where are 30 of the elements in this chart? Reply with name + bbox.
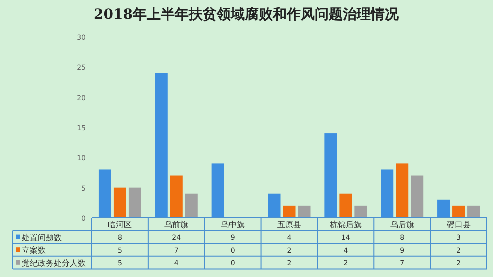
x-tick-label: 磴口县: [446, 220, 471, 230]
bar: [155, 73, 168, 218]
bar: [324, 134, 338, 218]
bar: [396, 164, 409, 218]
x-tick-label: 临河区: [108, 220, 132, 230]
bar: [354, 206, 368, 218]
bar: [381, 170, 394, 218]
bar: [283, 206, 296, 218]
bar: [411, 176, 424, 218]
bar: [340, 194, 352, 218]
x-tick-label: 杭锦后旗: [328, 220, 362, 230]
legend-label: 党纪政务处分人数: [22, 258, 86, 268]
bar: [212, 164, 224, 218]
bar: [298, 206, 311, 218]
bar: [185, 194, 198, 218]
x-tick-label: 乌前旗: [164, 220, 189, 230]
bar: [268, 194, 281, 218]
bar: [98, 170, 112, 218]
bar: [114, 188, 126, 218]
x-tick-label: 五原县: [278, 220, 302, 230]
x-tick-label: 乌中旗: [221, 220, 246, 230]
bar: [468, 206, 480, 218]
bar: [438, 200, 450, 218]
x-tick-label: 乌后旗: [390, 220, 414, 230]
bar: [170, 176, 183, 218]
legend-label: 处置问题数: [22, 233, 62, 242]
chart-title: 2018年上半年扶贫领域腐败和作风问题治理情况: [94, 6, 400, 23]
bar: [128, 188, 142, 218]
legend-label: 立案数: [22, 246, 46, 256]
bar: [452, 206, 466, 218]
